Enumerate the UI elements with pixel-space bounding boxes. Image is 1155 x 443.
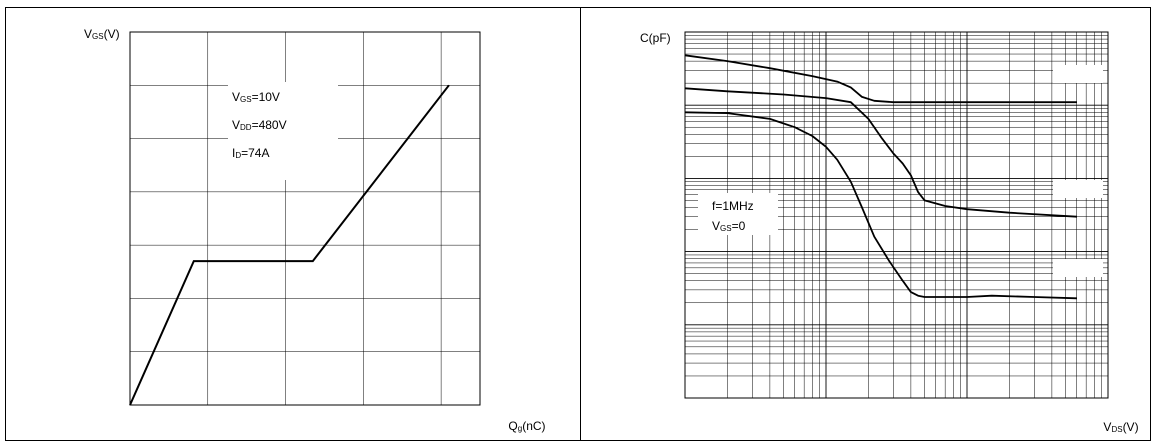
series-line-ciss bbox=[684, 54, 1077, 104]
annotation-text-main: f=1MHz bbox=[712, 199, 754, 213]
x-axis-label-rest: (nC) bbox=[522, 419, 545, 433]
y-axis-label-rest: (V) bbox=[104, 27, 120, 41]
annotation-box bbox=[698, 193, 778, 235]
code-bg bbox=[436, 20, 478, 31]
annotation-text-main: V bbox=[232, 118, 240, 132]
annotation-text-sub: GS bbox=[720, 224, 732, 233]
x-axis-label-sub: DS bbox=[1111, 425, 1122, 434]
x-axis-label-sub: g bbox=[518, 424, 522, 433]
series-line-coss bbox=[684, 87, 1077, 218]
annotation-text-rest: =74A bbox=[241, 146, 269, 160]
annotation-box bbox=[228, 82, 338, 180]
y-axis-label: VGS(V) bbox=[84, 27, 120, 41]
code-bg bbox=[1044, 20, 1106, 31]
annotation-text: VDD=480V bbox=[232, 118, 287, 132]
annotation-text: VGS=10V bbox=[232, 90, 280, 104]
series-label-bg bbox=[1053, 65, 1103, 83]
x-axis-label-rest: (V) bbox=[1123, 420, 1139, 434]
y-axis-label-main: V bbox=[84, 27, 92, 41]
x-axis-label-main: V bbox=[1103, 420, 1111, 434]
series-label-bg bbox=[1053, 259, 1103, 277]
annotation-text-rest: =10V bbox=[252, 90, 280, 104]
annotation-text-main: V bbox=[712, 219, 720, 233]
x-axis-label: Qg(nC) bbox=[508, 419, 545, 433]
annotation-text: ID=74A bbox=[232, 146, 269, 160]
annotation-text-sub: D bbox=[235, 151, 241, 160]
annotation-text-main: I bbox=[232, 146, 235, 160]
y-axis-label-sub: GS bbox=[92, 32, 104, 41]
y-axis-label-main: C bbox=[640, 31, 649, 45]
plot-frame bbox=[129, 31, 481, 406]
series-line bbox=[129, 84, 450, 406]
y-axis-label-rest: (pF) bbox=[649, 31, 671, 45]
annotation-text: f=1MHz bbox=[712, 199, 754, 213]
series-label-bg bbox=[1053, 180, 1103, 198]
x-axis-label: VDS(V) bbox=[1103, 420, 1138, 434]
panel-frame-right bbox=[580, 7, 1151, 441]
annotation-text-sub: GS bbox=[240, 95, 252, 104]
y-axis-label: C(pF) bbox=[640, 31, 671, 45]
x-axis-label-main: Q bbox=[508, 419, 517, 433]
plot-frame bbox=[684, 31, 1109, 399]
annotation-text-main: V bbox=[232, 90, 240, 104]
panel-frame-left bbox=[5, 7, 581, 441]
annotation-text: VGS=0 bbox=[712, 219, 746, 233]
annotation-text-sub: DD bbox=[240, 123, 252, 132]
series-line-crss bbox=[684, 111, 1077, 300]
annotation-text-rest: =0 bbox=[732, 219, 746, 233]
annotation-text-rest: =480V bbox=[252, 118, 287, 132]
